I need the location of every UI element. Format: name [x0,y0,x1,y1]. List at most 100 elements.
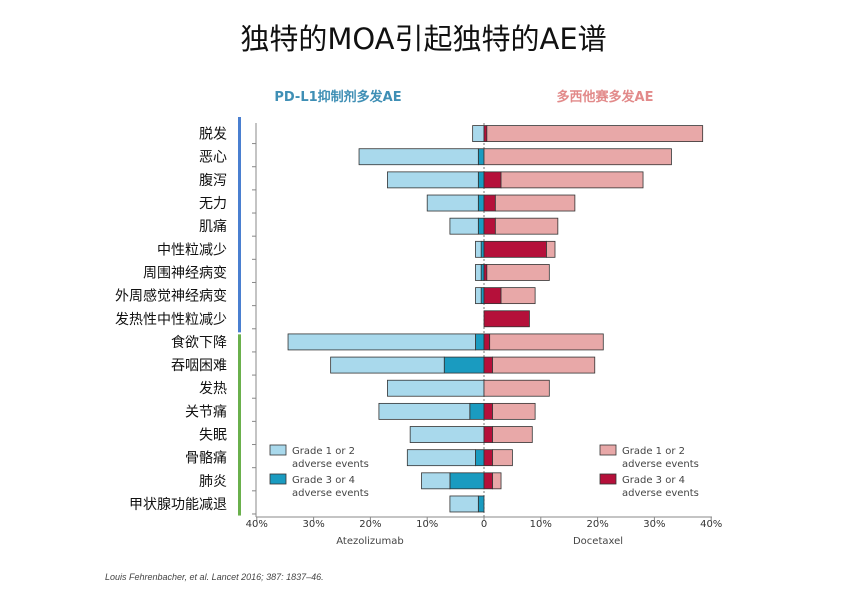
category-label: 发热 [199,381,227,397]
bar-atezolizumab-grade12 [331,357,445,373]
category-label: 肺炎 [199,474,227,490]
bar-atezolizumab-grade12 [387,172,478,188]
group-bar-bottom [238,334,241,515]
group-bar-top [238,117,241,332]
bar-docetaxel-grade34 [484,403,493,419]
category-label: 外周感觉神经病变 [115,288,227,305]
category-label: 恶心 [199,150,227,166]
bar-docetaxel-grade12 [493,473,502,489]
bar-atezolizumab-grade34 [478,218,484,234]
citation: Louis Fehrenbacher, et al. Lancet 2016; … [105,572,324,582]
category-label: 腹泻 [199,172,227,189]
x-tick-label: 10% [416,519,438,530]
legend-docetaxel-grade12-label-1: Grade 1 or 2 [622,446,685,457]
header-left: PD-L1抑制剂多发AE [274,89,401,105]
bar-docetaxel-grade34 [484,218,495,234]
category-label: 脱发 [199,127,227,143]
bar-atezolizumab-grade12 [359,149,478,165]
x-tick-label: 40% [700,519,722,530]
bar-atezolizumab-grade34 [450,473,484,489]
bar-atezolizumab-grade34 [481,241,484,257]
legend-atezolizumab-grade12-label-2: adverse events [292,459,369,470]
category-label: 吞咽困难 [171,358,227,374]
category-label: 食欲下降 [171,334,227,351]
category-label: 肌痛 [199,218,227,235]
bar-atezolizumab-grade34 [470,403,484,419]
bar-docetaxel-grade34 [484,288,501,304]
bar-docetaxel-grade12 [484,149,671,165]
bar-atezolizumab-grade12 [450,218,478,234]
legend-atezolizumab-grade34-label-2: adverse events [292,488,369,499]
legend-docetaxel-grade34-swatch [600,474,616,484]
bar-atezolizumab-grade12 [475,241,481,257]
bar-atezolizumab-grade12 [473,126,484,142]
xlabel-right: Docetaxel [573,536,623,547]
category-label: 中性粒减少 [157,242,227,258]
bar-atezolizumab-grade34 [481,264,484,280]
bar-atezolizumab-grade12 [387,380,484,396]
bar-docetaxel-grade12 [484,380,549,396]
category-label: 甲状腺功能减退 [129,497,227,513]
bar-docetaxel-grade12 [493,427,533,443]
x-tick-label: 30% [643,519,665,530]
category-label: 无力 [199,196,227,212]
bar-atezolizumab-grade34 [478,172,484,188]
bar-docetaxel-grade12 [495,195,575,211]
xlabel-left: Atezolizumab [336,536,403,547]
bar-docetaxel-grade34 [484,311,529,327]
bar-docetaxel-grade34 [484,450,493,466]
header-right: 多西他赛多发AE [557,89,654,105]
bar-atezolizumab-grade12 [475,288,481,304]
x-tick-label: 20% [586,519,608,530]
legend-atezolizumab-grade12-swatch [270,445,286,455]
bar-atezolizumab-grade12 [422,473,450,489]
bar-atezolizumab-grade34 [481,288,484,304]
legend-docetaxel-grade34-label-2: adverse events [622,488,699,499]
bar-docetaxel-grade34 [484,473,493,489]
bar-docetaxel-grade34 [484,427,493,443]
bar-atezolizumab-grade12 [410,427,484,443]
legend-docetaxel-grade34-label-1: Grade 3 or 4 [622,475,685,486]
x-tick-label: 0 [481,519,487,530]
bar-docetaxel-grade34 [484,172,501,188]
bar-docetaxel-grade12 [487,264,549,280]
x-tick-label: 40% [246,519,268,530]
x-tick-label: 20% [359,519,381,530]
bar-docetaxel-grade34 [484,195,495,211]
adverse-events-chart: PD-L1抑制剂多发AE 多西他赛多发AE 脱发恶心腹泻无力肌痛中性粒减少周围神… [0,0,847,592]
bar-docetaxel-grade34 [484,241,546,257]
category-label: 骨骼痛 [185,450,227,467]
bar-docetaxel-grade12 [487,126,703,142]
bar-atezolizumab-grade12 [450,496,478,512]
bar-atezolizumab-grade34 [475,334,484,350]
legend-atezolizumab-grade34-swatch [270,474,286,484]
category-label: 关节痛 [185,403,227,420]
category-label: 周围神经病变 [143,265,227,281]
x-tick-label: 30% [302,519,324,530]
bar-docetaxel-grade34 [484,334,490,350]
bar-atezolizumab-grade34 [478,195,484,211]
bar-docetaxel-grade34 [484,357,493,373]
bar-docetaxel-grade12 [493,450,513,466]
bar-docetaxel-grade12 [501,172,643,188]
bar-docetaxel-grade34 [484,264,487,280]
bar-atezolizumab-grade34 [444,357,484,373]
bar-docetaxel-grade12 [490,334,604,350]
bar-docetaxel-grade12 [493,357,595,373]
bar-atezolizumab-grade34 [475,450,484,466]
legend-docetaxel-grade12-label-2: adverse events [622,459,699,470]
bar-atezolizumab-grade12 [288,334,475,350]
legend-docetaxel-grade12-swatch [600,445,616,455]
bar-docetaxel-grade12 [493,403,536,419]
bar-atezolizumab-grade34 [478,496,484,512]
bar-docetaxel-grade12 [546,241,555,257]
category-label: 失眠 [199,428,227,444]
x-tick-label: 10% [530,519,552,530]
bar-docetaxel-grade12 [501,288,535,304]
category-label: 发热性中性粒减少 [115,312,227,328]
legend-atezolizumab-grade34-label-1: Grade 3 or 4 [292,475,355,486]
bar-atezolizumab-grade12 [427,195,478,211]
legend-atezolizumab-grade12-label-1: Grade 1 or 2 [292,446,355,457]
bar-atezolizumab-grade34 [478,149,484,165]
bar-atezolizumab-grade12 [475,264,481,280]
